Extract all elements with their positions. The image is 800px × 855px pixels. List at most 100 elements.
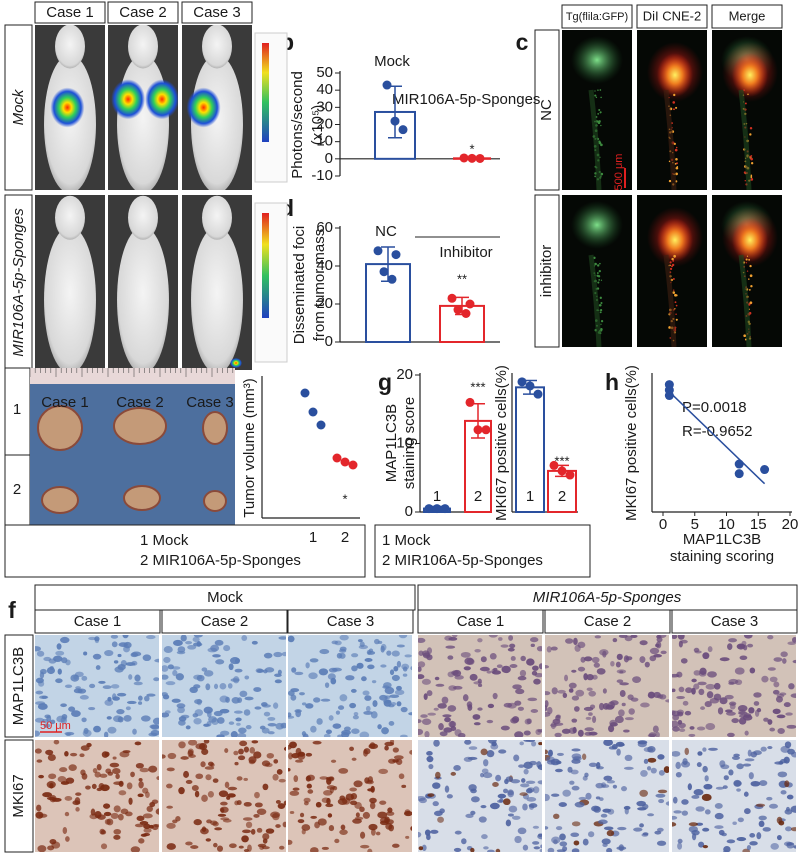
nucleus [191,784,199,792]
nucleus [99,828,106,835]
nucleus [522,803,528,811]
nucleus [47,754,56,762]
nucleus [251,740,259,744]
nucleus [469,673,478,681]
nucleus [359,731,370,737]
nucleus [80,745,90,751]
nucleus [371,680,377,684]
nucleus [754,709,760,717]
nucleus [389,669,395,676]
nucleus [705,722,716,731]
nucleus [338,768,349,774]
nucleus [339,829,348,835]
category-label: 1 [309,529,317,546]
nucleus [42,718,49,724]
nucleus [571,821,581,827]
nucleus [83,651,88,656]
nucleus [203,670,214,677]
nucleus [547,847,555,852]
nucleus [101,751,109,758]
nucleus [60,703,67,708]
nucleus [291,667,297,673]
nucleus [131,651,142,657]
nucleus [473,722,481,726]
nucleus [239,740,248,747]
nucleus [587,831,595,838]
nucleus [517,675,527,681]
nucleus [517,827,527,835]
nucleus [596,668,606,675]
nucleus [46,781,56,789]
nucleus [768,803,779,809]
nucleus [545,826,549,830]
nucleus [555,768,563,773]
nucleus [138,701,143,705]
nucleus [144,695,150,702]
nucleus [545,700,549,708]
nucleus [80,769,86,776]
x-tick-label: 5 [691,516,699,533]
nucleus [706,691,714,699]
nucleus [377,811,388,819]
nucleus [453,765,461,771]
nucleus [696,726,706,731]
nucleus [707,671,717,678]
tail-dot [599,296,602,299]
nucleus [644,661,650,668]
nucleus [213,842,218,848]
nucleus [65,777,75,784]
nucleus [418,666,422,672]
nucleus [227,683,233,689]
nucleus [509,664,518,669]
nucleus [64,811,70,817]
nucleus [266,752,275,759]
nucleus [507,790,515,798]
nucleus [623,766,634,770]
nucleus [571,718,578,723]
nucleus [519,669,527,677]
nucleus [483,759,489,767]
nucleus [83,727,89,735]
tail-dot [599,309,603,312]
nucleus [702,765,708,773]
nucleus [778,760,784,765]
nucleus [360,844,370,849]
nucleus [694,650,702,654]
nucleus [589,704,596,710]
nucleus [418,797,427,804]
tail-dot [745,262,748,264]
nucleus [394,689,405,696]
nucleus [254,791,260,799]
nucleus [321,797,330,803]
nucleus [776,693,785,698]
annotation: * [342,491,347,506]
nucleus [608,724,615,733]
nucleus [478,816,487,823]
nucleus [452,685,463,690]
tail-dot [748,258,751,261]
nucleus [60,636,70,644]
nucleus [442,714,452,718]
tail-dot [746,270,749,272]
colorbar-bg [254,32,288,183]
nucleus [360,831,366,839]
tail-dot [594,94,597,97]
image [162,635,286,737]
nucleus [175,673,185,681]
tail-dot [594,175,597,178]
header-box [636,4,708,29]
nucleus [309,847,319,852]
nucleus [372,700,378,707]
nucleus [444,717,451,723]
nucleus [523,768,529,775]
nucleus [558,802,567,807]
tail-dot [673,289,675,291]
nucleus [293,775,299,783]
nucleus [193,819,202,826]
nucleus [420,714,428,718]
tail-dot [668,179,672,183]
nucleus [295,759,304,763]
nucleus [35,646,41,652]
nucleus [454,830,462,835]
category-label: MIR106A-5p-Sponges [392,91,540,108]
